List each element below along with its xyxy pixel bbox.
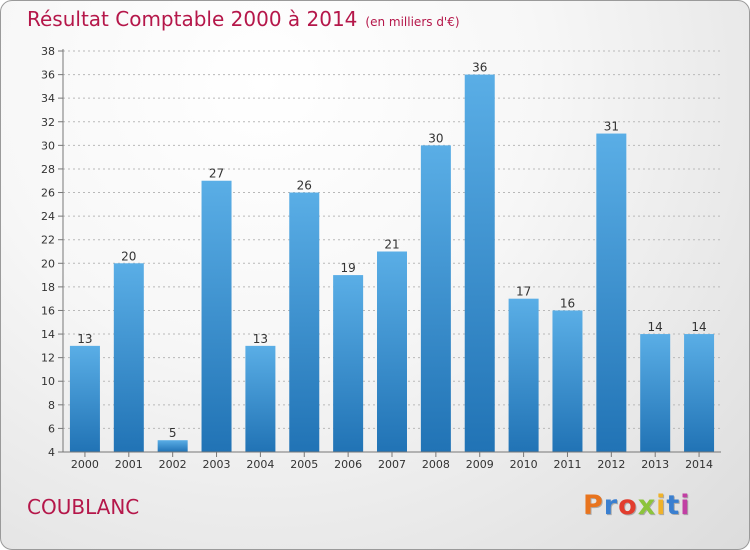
bar-2013[interactable] (640, 334, 671, 452)
y-tick-label: 12 (41, 352, 55, 365)
y-tick-label: 16 (41, 304, 55, 317)
bar-2002[interactable] (157, 440, 188, 452)
x-tick-label: 2005 (290, 458, 318, 471)
x-axis-ticks: 2000 2001 2002 2003 2004 2005 2006 2007 2008 2009… (71, 452, 713, 471)
x-tick-label: 2006 (334, 458, 362, 471)
chart-title: Résultat Comptable 2000 à 2014 (en millie… (27, 7, 460, 31)
y-tick-label: 20 (41, 257, 55, 270)
bar-2009[interactable] (464, 74, 495, 453)
y-tick-label: 22 (41, 234, 55, 247)
logo-letter: P (583, 490, 604, 521)
data-label: 19 (340, 261, 355, 275)
y-tick-label: 8 (48, 399, 55, 412)
bar-2011[interactable] (552, 310, 583, 452)
chart-unit: (en milliers d'€) (365, 15, 460, 29)
logo-letter: i (656, 490, 667, 521)
data-label: 36 (472, 61, 487, 75)
data-label: 14 (648, 320, 663, 334)
x-tick-label: 2003 (203, 458, 231, 471)
y-tick-label: 28 (41, 163, 55, 176)
x-tick-label: 2010 (510, 458, 538, 471)
x-tick-label: 2002 (159, 458, 187, 471)
x-tick-label: 2009 (466, 458, 494, 471)
logo-letter: r (603, 490, 619, 521)
commune-name: COUBLANC (27, 495, 140, 519)
logo-letter: i (680, 490, 691, 521)
x-tick-label: 2014 (685, 458, 713, 471)
y-tick-label: 38 (41, 45, 55, 58)
data-label: 26 (297, 179, 312, 193)
bar-2012[interactable] (596, 133, 627, 452)
y-tick-label: 6 (48, 422, 55, 435)
y-tick-label: 36 (41, 69, 55, 82)
x-tick-label: 2007 (378, 458, 406, 471)
logo-letter: x (637, 490, 657, 521)
data-label: 16 (560, 296, 575, 310)
bar-2008[interactable] (420, 145, 451, 452)
data-label: 13 (77, 332, 92, 346)
data-label: 30 (428, 131, 443, 145)
bar-2005[interactable] (289, 192, 320, 452)
bar-2004[interactable] (245, 345, 276, 452)
y-tick-label: 4 (48, 446, 55, 459)
x-tick-label: 2012 (597, 458, 625, 471)
bar-2010[interactable] (508, 298, 539, 452)
y-tick-label: 26 (41, 187, 55, 200)
data-label: 20 (121, 249, 136, 263)
bar-2014[interactable] (684, 334, 715, 452)
proxiti-logo[interactable]: Proxiti (583, 490, 691, 521)
y-tick-label: 10 (41, 375, 55, 388)
data-label: 31 (604, 120, 619, 134)
x-tick-label: 2011 (553, 458, 581, 471)
bar-2003[interactable] (201, 180, 232, 452)
y-tick-label: 24 (41, 210, 55, 223)
bar-2000[interactable] (69, 345, 100, 452)
data-label: 14 (691, 320, 706, 334)
data-label: 27 (209, 167, 224, 181)
x-tick-label: 2013 (641, 458, 669, 471)
x-tick-label: 2000 (71, 458, 99, 471)
x-tick-label: 2004 (246, 458, 274, 471)
data-label: 13 (253, 332, 268, 346)
y-tick-label: 34 (41, 92, 55, 105)
x-tick-label: 2001 (115, 458, 143, 471)
y-tick-label: 32 (41, 116, 55, 129)
chart-title-text: Résultat Comptable 2000 à 2014 (27, 7, 358, 31)
y-tick-label: 14 (41, 328, 55, 341)
bar-2007[interactable] (377, 251, 407, 453)
data-labels: 13 20 5 27 13 26 19 21 30 36 17 16 31 14 14 (77, 61, 706, 441)
bars (69, 74, 715, 453)
data-label: 21 (384, 238, 399, 252)
bar-2006[interactable] (333, 275, 364, 452)
y-tick-label: 30 (41, 139, 55, 152)
logo-letter: t (666, 490, 681, 521)
data-label: 17 (516, 285, 531, 299)
data-label: 5 (169, 426, 177, 440)
logo-letter: o (618, 490, 638, 521)
x-tick-label: 2008 (422, 458, 450, 471)
y-tick-label: 18 (41, 281, 55, 294)
bar-2001[interactable] (113, 263, 144, 452)
